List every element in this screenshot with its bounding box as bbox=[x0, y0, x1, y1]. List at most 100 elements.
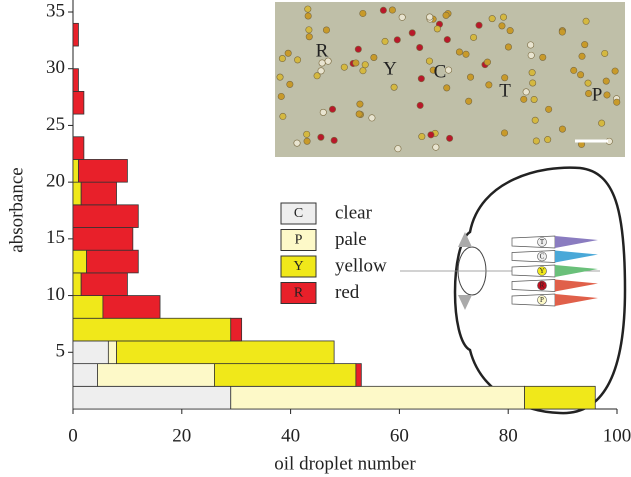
droplet bbox=[443, 36, 451, 44]
droplet bbox=[276, 73, 284, 81]
legend-label: yellow bbox=[335, 255, 387, 276]
y-tick-label: 20 bbox=[46, 171, 65, 192]
droplet bbox=[361, 61, 369, 69]
legend-symbol: R bbox=[294, 286, 304, 301]
legend-label: clear bbox=[335, 202, 373, 223]
iris bbox=[458, 232, 472, 247]
droplet bbox=[324, 57, 332, 65]
legend-swatch bbox=[280, 202, 317, 225]
droplet bbox=[545, 105, 553, 113]
eye-droplet bbox=[537, 266, 547, 276]
bar bbox=[524, 385, 596, 410]
droplet bbox=[520, 95, 528, 103]
droplet bbox=[356, 100, 364, 108]
droplet bbox=[416, 101, 424, 109]
bar bbox=[72, 91, 85, 115]
bar bbox=[72, 363, 98, 387]
droplet bbox=[394, 145, 402, 153]
bar bbox=[72, 317, 232, 342]
droplet bbox=[601, 49, 609, 57]
bar bbox=[116, 340, 335, 365]
eye-label: T bbox=[540, 238, 545, 246]
droplet bbox=[501, 129, 509, 137]
y-tick-label: 35 bbox=[46, 0, 65, 21]
droplet bbox=[418, 133, 426, 141]
y-tick-label: 10 bbox=[46, 284, 65, 305]
droplet bbox=[398, 13, 406, 21]
y-tick-label: 30 bbox=[46, 57, 65, 78]
droplet bbox=[578, 52, 586, 60]
bar bbox=[72, 181, 82, 206]
droplet bbox=[558, 125, 566, 133]
bar bbox=[78, 159, 128, 183]
droplet bbox=[485, 81, 493, 89]
droplet bbox=[577, 71, 585, 79]
droplet bbox=[465, 97, 473, 105]
droplet bbox=[379, 6, 387, 14]
x-tick-label: 100 bbox=[603, 425, 631, 446]
droplet bbox=[531, 116, 539, 124]
droplet bbox=[529, 79, 537, 87]
legend-symbol: C bbox=[294, 206, 303, 221]
droplet bbox=[522, 88, 530, 96]
legend-label: pale bbox=[335, 229, 367, 250]
droplet bbox=[500, 13, 508, 21]
x-tick-label: 40 bbox=[281, 425, 300, 446]
droplet bbox=[528, 69, 536, 77]
cone-outer bbox=[555, 294, 598, 306]
bar bbox=[72, 385, 232, 410]
droplet bbox=[598, 119, 606, 127]
droplet bbox=[293, 139, 301, 147]
droplet bbox=[602, 77, 610, 85]
droplet bbox=[381, 37, 389, 45]
droplet bbox=[340, 63, 348, 71]
eye-label: Y bbox=[539, 267, 544, 275]
droplet bbox=[278, 55, 286, 63]
photo-label: P bbox=[592, 84, 603, 105]
droplet bbox=[611, 67, 619, 75]
droplet bbox=[488, 15, 496, 23]
cone-segment bbox=[511, 293, 556, 307]
droplet bbox=[582, 17, 590, 25]
droplet bbox=[408, 29, 416, 37]
droplet bbox=[498, 22, 506, 30]
bar bbox=[72, 340, 109, 365]
droplet bbox=[527, 51, 535, 59]
bar bbox=[355, 363, 362, 387]
droplet bbox=[425, 57, 433, 65]
droplet bbox=[279, 112, 287, 120]
droplet bbox=[390, 83, 398, 91]
eye-droplet bbox=[537, 295, 547, 305]
droplet bbox=[284, 49, 292, 57]
bar bbox=[72, 295, 104, 319]
y-tick-label: 15 bbox=[46, 227, 65, 248]
legend-swatch bbox=[280, 282, 317, 304]
eye-label: C bbox=[540, 253, 545, 261]
cone-segment bbox=[511, 264, 556, 278]
bar bbox=[107, 340, 117, 365]
x-tick-label: 80 bbox=[499, 425, 518, 446]
legend-swatch bbox=[280, 229, 317, 251]
droplet bbox=[359, 67, 367, 75]
x-tick-label: 0 bbox=[68, 425, 78, 446]
droplet bbox=[506, 27, 514, 35]
bar bbox=[72, 68, 79, 92]
droplet bbox=[470, 33, 478, 41]
droplet bbox=[530, 95, 538, 103]
droplet bbox=[294, 56, 302, 64]
droplet bbox=[426, 13, 434, 21]
droplet bbox=[570, 66, 578, 74]
droplet bbox=[467, 73, 475, 81]
cone-outer bbox=[555, 265, 598, 277]
droplet bbox=[613, 98, 621, 106]
bar bbox=[80, 181, 117, 206]
photo-label: Y bbox=[383, 58, 397, 79]
x-tick-label: 20 bbox=[172, 425, 191, 446]
bar bbox=[72, 272, 82, 296]
droplet bbox=[443, 84, 451, 92]
droplet bbox=[475, 21, 483, 29]
cone-outer bbox=[555, 279, 598, 292]
droplet bbox=[603, 91, 611, 99]
droplet bbox=[581, 41, 589, 49]
